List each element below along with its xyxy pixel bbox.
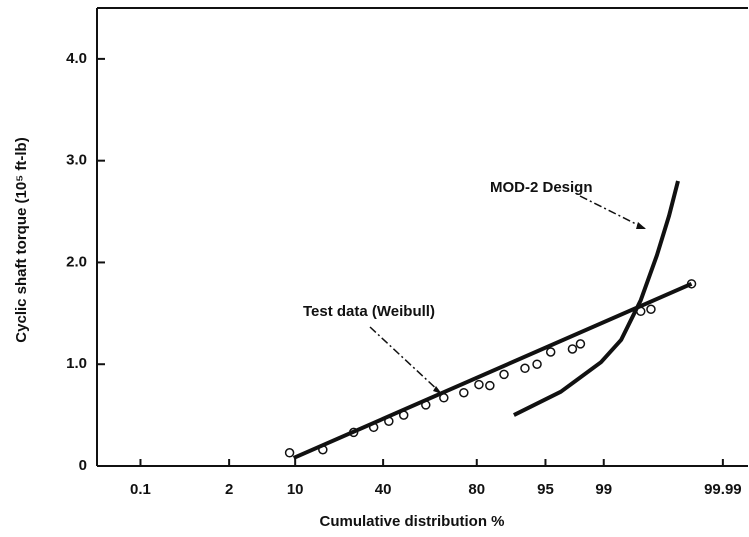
data-point [459,387,469,398]
y-tick-label: 0 [79,457,87,474]
data-point [532,359,542,369]
data-point [499,369,509,380]
x-tick-label: 10 [287,481,304,498]
x-tick-label: 0.1 [130,481,151,498]
y-tick-label: 2.0 [66,253,87,270]
data-point [485,380,495,391]
data-point [545,347,556,357]
x-tick-label: 99 [595,481,612,498]
x-axis-label: Cumulative distribution % [319,513,504,530]
arrow-head [636,222,646,229]
annotation-arrow [369,326,443,395]
x-tick-label: 40 [375,481,392,498]
annotation-arrow [579,195,647,230]
data-point [567,344,578,354]
annotation: MOD-2 Design [490,179,593,196]
x-tick-label: 99.99 [704,481,742,498]
line [513,180,680,417]
line [292,281,693,460]
x-tick-label: 95 [537,481,554,498]
y-tick-label: 3.0 [66,152,87,169]
data-point [575,339,586,349]
x-tick-label: 80 [468,481,485,498]
y-tick-label: 1.0 [66,355,87,372]
data-point [520,363,530,374]
x-tick-label: 2 [225,481,233,498]
annotation: Test data (Weibull) [303,303,435,320]
data-point [474,379,484,390]
y-tick-label: 4.0 [66,50,87,67]
data-point [646,304,656,315]
data-point [284,448,295,458]
y-axis-label: Cyclic shaft torque (10⁵ ft-lb) [13,137,30,342]
